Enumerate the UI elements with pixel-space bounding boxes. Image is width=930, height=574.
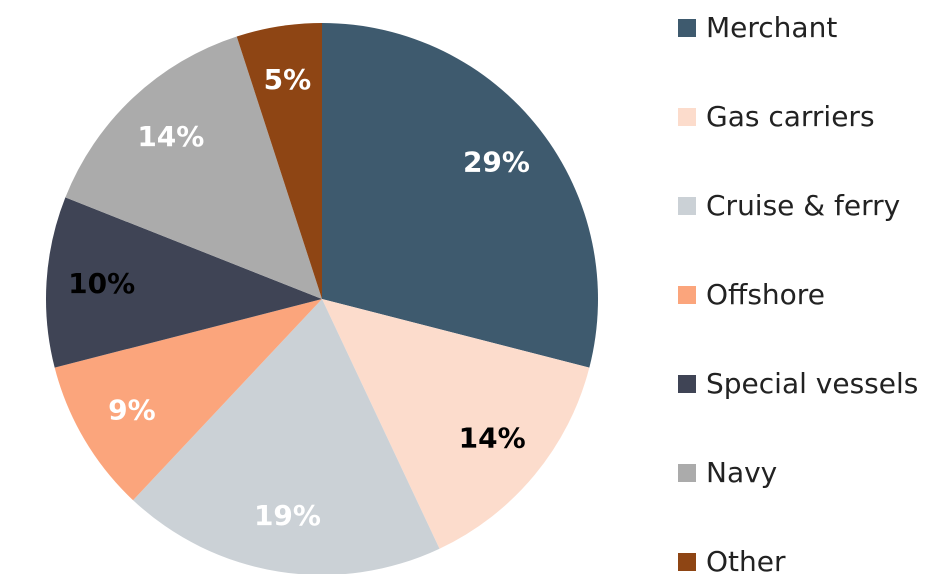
pie-slice [46,197,323,368]
legend-swatch [678,553,696,571]
pie-slice [322,23,599,368]
pie-slice [236,23,322,299]
data-label: 14% [459,422,526,455]
legend-label: Navy [706,456,777,489]
data-label: 5% [264,63,312,96]
data-label: 19% [254,499,321,532]
data-label: 10% [68,267,135,300]
legend-label: Merchant [706,11,837,44]
pie-slice [133,299,440,574]
legend-swatch [678,197,696,215]
legend-label: Other [706,545,786,574]
legend-swatch [678,375,696,393]
pie-slice [54,299,322,501]
legend-label: Special vessels [706,367,918,400]
data-label: 29% [463,146,530,179]
legend-swatch [678,286,696,304]
legend-swatch [678,108,696,126]
data-label: 9% [108,393,156,426]
legend-label: Cruise & ferry [706,189,900,222]
pie-slice [65,36,323,300]
legend-swatch [678,464,696,482]
data-label: 14% [137,120,204,153]
legend-label: Offshore [706,278,825,311]
pie-slice [322,299,590,549]
legend-swatch [678,19,696,37]
legend-label: Gas carriers [706,100,875,133]
